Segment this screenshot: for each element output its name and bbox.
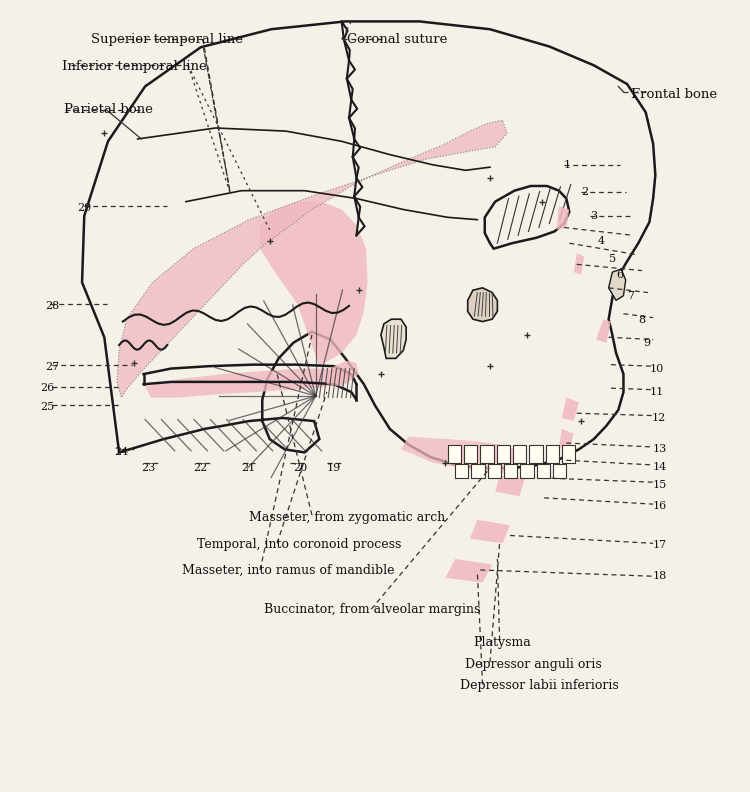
FancyBboxPatch shape	[504, 464, 518, 478]
Text: Frontal bone: Frontal bone	[631, 88, 717, 101]
FancyBboxPatch shape	[537, 464, 550, 478]
Text: Buccinator, from alveolar margins: Buccinator, from alveolar margins	[264, 603, 480, 615]
Text: 2: 2	[581, 187, 588, 197]
Text: 17: 17	[653, 540, 668, 550]
Text: 13: 13	[653, 444, 668, 455]
Polygon shape	[260, 202, 368, 366]
Polygon shape	[484, 186, 569, 249]
Polygon shape	[325, 360, 358, 386]
Text: 8: 8	[638, 315, 646, 325]
FancyBboxPatch shape	[530, 445, 542, 463]
Text: 12: 12	[652, 413, 666, 423]
Text: 14: 14	[653, 462, 668, 471]
Text: 1: 1	[564, 160, 572, 169]
Text: Platysma: Platysma	[473, 636, 531, 649]
Polygon shape	[574, 253, 584, 275]
FancyBboxPatch shape	[545, 445, 559, 463]
Text: 29: 29	[76, 203, 91, 213]
Polygon shape	[556, 207, 569, 230]
Text: 24: 24	[114, 447, 128, 458]
Polygon shape	[468, 287, 497, 322]
Polygon shape	[470, 520, 510, 543]
Text: 3: 3	[590, 211, 597, 221]
Text: 15: 15	[653, 479, 668, 489]
FancyBboxPatch shape	[472, 464, 484, 478]
Text: 23: 23	[141, 463, 156, 473]
Polygon shape	[446, 559, 492, 582]
Polygon shape	[562, 398, 579, 421]
Text: 25: 25	[40, 402, 54, 412]
Text: 7: 7	[627, 291, 634, 301]
Polygon shape	[117, 120, 507, 398]
Polygon shape	[381, 319, 406, 359]
Text: 18: 18	[653, 571, 668, 581]
Polygon shape	[495, 476, 525, 497]
FancyBboxPatch shape	[553, 464, 566, 478]
Text: 22: 22	[194, 463, 208, 473]
FancyBboxPatch shape	[464, 445, 477, 463]
Polygon shape	[145, 368, 351, 398]
Text: 28: 28	[45, 301, 59, 311]
Polygon shape	[596, 319, 610, 343]
Text: Coronal suture: Coronal suture	[347, 33, 448, 46]
Text: 19: 19	[327, 463, 341, 473]
Text: 27: 27	[45, 362, 59, 372]
Text: Parietal bone: Parietal bone	[64, 104, 152, 116]
Polygon shape	[401, 436, 522, 473]
FancyBboxPatch shape	[520, 464, 534, 478]
Text: Superior temporal line: Superior temporal line	[92, 33, 243, 46]
Polygon shape	[82, 21, 656, 468]
FancyBboxPatch shape	[455, 464, 469, 478]
Text: 20: 20	[293, 463, 308, 473]
Text: Temporal, into coronoid process: Temporal, into coronoid process	[197, 539, 401, 551]
Text: 10: 10	[650, 364, 664, 374]
Text: 21: 21	[242, 463, 256, 473]
Polygon shape	[559, 429, 574, 449]
FancyBboxPatch shape	[448, 445, 461, 463]
Text: Masseter, into ramus of mandible: Masseter, into ramus of mandible	[182, 563, 394, 577]
Text: 26: 26	[40, 383, 54, 393]
Text: 16: 16	[653, 501, 668, 511]
Text: Depressor anguli oris: Depressor anguli oris	[466, 657, 602, 671]
FancyBboxPatch shape	[488, 464, 501, 478]
FancyBboxPatch shape	[496, 445, 510, 463]
Text: 11: 11	[650, 387, 664, 397]
FancyBboxPatch shape	[480, 445, 494, 463]
Polygon shape	[609, 269, 625, 300]
Text: 4: 4	[598, 236, 604, 246]
Text: 9: 9	[644, 337, 650, 348]
Text: Inferior temporal line: Inferior temporal line	[62, 60, 206, 74]
FancyBboxPatch shape	[513, 445, 526, 463]
Text: Masseter, from zygomatic arch: Masseter, from zygomatic arch	[249, 511, 446, 524]
FancyBboxPatch shape	[562, 445, 575, 463]
Text: Depressor labii inferioris: Depressor labii inferioris	[460, 680, 619, 692]
Text: 5: 5	[609, 254, 616, 264]
Text: 6: 6	[616, 269, 623, 280]
